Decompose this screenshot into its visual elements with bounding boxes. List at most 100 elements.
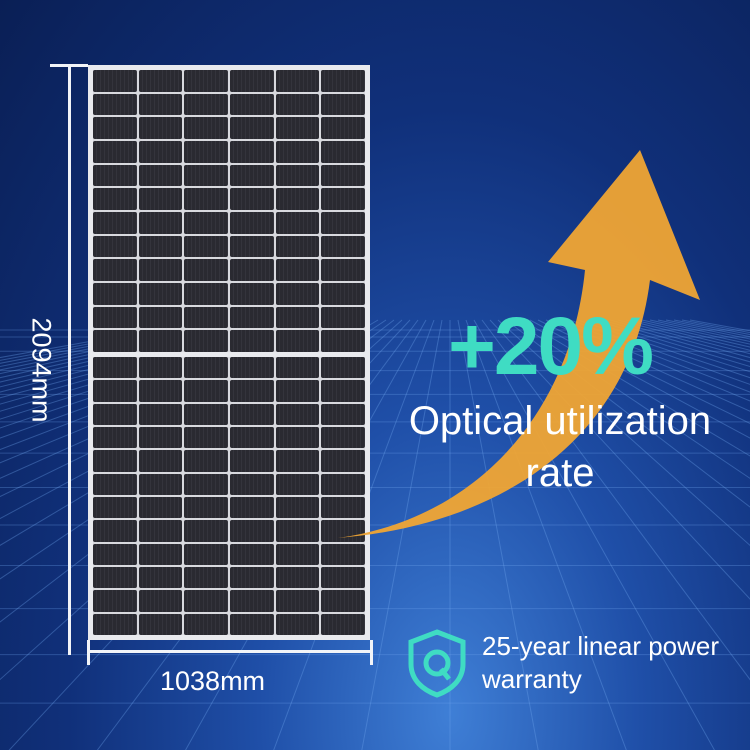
solar-cell: [93, 70, 137, 92]
percent-increase: +20%: [448, 301, 654, 392]
solar-panel-image: [88, 65, 370, 640]
solar-cell: [275, 403, 320, 425]
solar-cell: [275, 473, 320, 495]
solar-cell: [184, 140, 228, 163]
solar-cell: [184, 164, 228, 187]
solar-cell: [138, 590, 183, 612]
solar-cell: [93, 282, 137, 305]
solar-cell: [93, 520, 137, 542]
solar-cell: [321, 282, 365, 305]
headline-text: Optical utilization rate: [390, 395, 730, 499]
solar-cell: [184, 70, 228, 92]
solar-cell: [275, 117, 320, 139]
solar-cell: [184, 306, 228, 329]
solar-cell: [230, 450, 274, 472]
solar-cell: [275, 590, 320, 612]
solar-cell: [93, 188, 137, 210]
solar-cell: [184, 450, 228, 472]
solar-cell: [230, 473, 274, 495]
solar-cell: [230, 566, 274, 589]
solar-cell: [230, 164, 274, 187]
solar-cell: [138, 403, 183, 425]
solar-cell: [184, 357, 228, 379]
grid-line: [465, 319, 627, 750]
solar-cell: [230, 188, 274, 210]
panel-upper-half: [93, 70, 365, 352]
solar-cell: [275, 566, 320, 589]
solar-cell: [321, 403, 365, 425]
solar-cell: [230, 496, 274, 519]
grid-line: [553, 319, 750, 402]
solar-cell: [230, 613, 274, 635]
grid-line: [513, 319, 750, 479]
solar-cell: [275, 330, 320, 352]
solar-cell: [230, 259, 274, 281]
width-dimension-tick-left: [87, 640, 90, 665]
solar-cell: [93, 211, 137, 234]
warranty-line-2: warranty: [482, 664, 582, 694]
solar-cell: [230, 140, 274, 163]
solar-cell: [230, 590, 274, 612]
solar-cell: [184, 496, 228, 519]
solar-cell: [275, 613, 320, 635]
solar-cell: [275, 93, 320, 116]
grid-line: [0, 319, 307, 412]
solar-cell: [93, 613, 137, 635]
solar-cell: [275, 140, 320, 163]
warranty-line-1: 25-year linear power: [482, 631, 720, 661]
solar-cell: [321, 566, 365, 589]
width-dimension-tick-right: [370, 640, 373, 665]
solar-cell: [275, 357, 320, 379]
solar-cell: [321, 70, 365, 92]
solar-cell: [230, 306, 274, 329]
solar-cell: [184, 188, 228, 210]
solar-cell: [93, 357, 137, 379]
shield-q-icon: [408, 629, 466, 698]
panel-lower-half: [93, 357, 365, 635]
solar-cell: [321, 613, 365, 635]
solar-cell: [275, 259, 320, 281]
solar-cell: [275, 188, 320, 210]
solar-cell: [138, 380, 183, 402]
grid-line: [545, 319, 750, 412]
solar-cell: [138, 140, 183, 163]
solar-cell: [275, 70, 320, 92]
solar-cell: [321, 357, 365, 379]
solar-cell: [138, 188, 183, 210]
grid-line: [0, 319, 315, 420]
solar-cell: [184, 613, 228, 635]
solar-cell: [138, 330, 183, 352]
solar-cell: [321, 473, 365, 495]
solar-cell: [230, 211, 274, 234]
solar-cell: [275, 164, 320, 187]
solar-cell: [93, 426, 137, 449]
solar-cell: [93, 590, 137, 612]
grid-line: [0, 319, 291, 399]
solar-cell: [275, 380, 320, 402]
solar-cell: [275, 543, 320, 565]
grid-line: [361, 319, 443, 750]
solar-cell: [275, 211, 320, 234]
solar-cell: [138, 613, 183, 635]
solar-cell: [230, 543, 274, 565]
solar-cell: [321, 543, 365, 565]
solar-cell: [93, 164, 137, 187]
solar-cell: [138, 520, 183, 542]
solar-cell: [230, 357, 274, 379]
grid-line: [0, 319, 299, 405]
solar-cell: [275, 520, 320, 542]
solar-cell: [184, 403, 228, 425]
grid-line: [537, 319, 750, 424]
headline-line-1: Optical utilization: [408, 399, 712, 443]
grid-line: [457, 319, 539, 750]
solar-cell: [321, 140, 365, 163]
solar-cell: [321, 380, 365, 402]
solar-cell: [138, 211, 183, 234]
solar-cell: [230, 70, 274, 92]
height-dimension-line: [68, 65, 71, 655]
solar-cell: [138, 450, 183, 472]
solar-cell: [138, 235, 183, 258]
solar-cell: [138, 566, 183, 589]
solar-cell: [230, 426, 274, 449]
